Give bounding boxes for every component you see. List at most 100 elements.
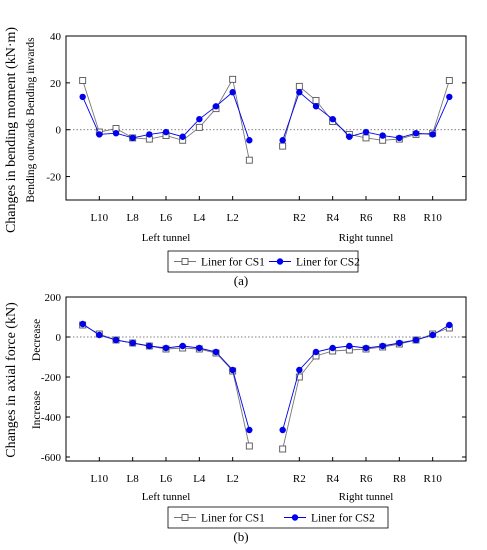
y-tick-label: -600 bbox=[41, 452, 62, 464]
data-point-circle bbox=[446, 93, 453, 101]
data-point-circle bbox=[112, 130, 120, 137]
x-tick-label: R4 bbox=[326, 473, 339, 485]
series-cs1 bbox=[79, 75, 453, 164]
series-line bbox=[82, 324, 250, 447]
group-label: Right tunnel bbox=[339, 232, 394, 244]
data-point-circle bbox=[296, 89, 303, 96]
legend-label: Liner for CS2 bbox=[296, 257, 360, 269]
data-point-circle bbox=[362, 344, 370, 352]
legend: Liner for CS1 Liner for CS2 bbox=[167, 250, 360, 273]
data-point-square bbox=[279, 142, 287, 150]
series-line bbox=[282, 324, 450, 431]
data-point-circle bbox=[246, 426, 253, 434]
y-tick-label: 40 bbox=[50, 31, 62, 43]
x-tick-label: R8 bbox=[393, 473, 406, 485]
data-point-circle bbox=[362, 128, 370, 136]
data-point-circle bbox=[279, 426, 286, 434]
y-axis-subtitle: Bending outwards Bending inwards bbox=[25, 37, 37, 203]
data-point-circle bbox=[129, 339, 136, 347]
series-cs1 bbox=[79, 321, 453, 453]
data-point-circle bbox=[246, 137, 253, 144]
legend: Liner for CS1 Liner for CS2 bbox=[167, 506, 389, 529]
data-point-circle bbox=[96, 131, 103, 138]
data-point-square bbox=[295, 373, 303, 381]
data-point-circle bbox=[312, 348, 320, 356]
x-tick-label: R10 bbox=[423, 473, 442, 485]
data-point-circle bbox=[346, 342, 353, 350]
y-axis-decrease-label: Decrease bbox=[31, 319, 43, 361]
y-axis-increase-label: Increase bbox=[31, 391, 43, 429]
data-point-circle bbox=[279, 137, 286, 144]
data-point-circle bbox=[329, 344, 336, 352]
y-tick-label: 0 bbox=[56, 125, 62, 137]
legend-box bbox=[167, 250, 359, 273]
x-tick-label: L8 bbox=[127, 473, 140, 485]
legend-marker-circle bbox=[276, 258, 284, 265]
data-point-square bbox=[312, 96, 320, 104]
group-label: Right tunnel bbox=[339, 491, 394, 503]
x-tick-label: R4 bbox=[326, 212, 339, 224]
x-tick-label: L2 bbox=[227, 473, 239, 485]
y-axis-title: Changes in axial force (kN) bbox=[4, 302, 19, 458]
data-point-circle bbox=[429, 331, 436, 339]
x-tick-label: R8 bbox=[393, 212, 406, 224]
x-tick-label: L4 bbox=[193, 212, 206, 224]
legend-marker-square bbox=[181, 258, 189, 265]
x-tick-label: L6 bbox=[160, 212, 173, 224]
x-tick-label: L10 bbox=[90, 473, 108, 485]
data-point-circle bbox=[179, 133, 186, 140]
data-point-circle bbox=[162, 128, 170, 136]
group-label: Left tunnel bbox=[142, 491, 191, 503]
x-tick-label: L2 bbox=[227, 212, 239, 224]
series-cs2 bbox=[79, 89, 453, 144]
data-point-circle bbox=[196, 115, 203, 123]
plot-frame bbox=[65, 35, 467, 201]
data-point-square bbox=[245, 156, 253, 164]
x-tick-label: R6 bbox=[360, 473, 373, 485]
data-point-circle bbox=[312, 103, 320, 110]
y-tick-label: -20 bbox=[46, 172, 61, 184]
data-point-square bbox=[79, 77, 87, 84]
data-point-square bbox=[195, 123, 203, 131]
data-point-circle bbox=[412, 336, 420, 344]
chart-panel-1: -20 0 20 40 L10 L8 L6 L4 L2 R2 R4 R6 R8 R10 Left tunne… bbox=[4, 27, 467, 288]
data-point-circle bbox=[429, 131, 436, 138]
y-tick-label: 200 bbox=[45, 292, 62, 304]
x-tick-label: R10 bbox=[423, 212, 442, 224]
data-point-square bbox=[362, 134, 370, 142]
legend-label: Liner for CS1 bbox=[201, 513, 265, 525]
data-point-square bbox=[295, 82, 303, 90]
legend-label: Liner for CS2 bbox=[311, 513, 375, 525]
group-label: Left tunnel bbox=[142, 232, 191, 244]
data-point-circle bbox=[146, 342, 153, 350]
x-tick-label: L10 bbox=[90, 212, 108, 224]
data-point-circle bbox=[229, 89, 236, 96]
data-point-circle bbox=[412, 130, 420, 137]
data-point-circle bbox=[129, 134, 136, 142]
data-point-circle bbox=[79, 93, 86, 101]
x-tick-label: L4 bbox=[193, 473, 206, 485]
legend-box bbox=[167, 506, 389, 529]
data-point-circle bbox=[379, 132, 386, 139]
panel-label: (a) bbox=[234, 273, 248, 288]
plot-frame bbox=[65, 296, 467, 462]
y-tick-label: 20 bbox=[50, 78, 62, 90]
data-point-circle bbox=[146, 131, 153, 138]
y-axis-title: Changes in bending moment (kN·m) bbox=[4, 27, 19, 233]
data-point-circle bbox=[346, 133, 353, 140]
series-cs2 bbox=[79, 320, 453, 434]
data-point-circle bbox=[379, 342, 386, 350]
x-tick-label: R2 bbox=[293, 473, 306, 485]
data-point-circle bbox=[396, 134, 403, 142]
y-tick-label: 0 bbox=[56, 332, 62, 344]
y-tick-label: -400 bbox=[41, 412, 62, 424]
x-tick-label: L8 bbox=[127, 212, 140, 224]
y-tick-label: -200 bbox=[41, 372, 62, 384]
data-point-circle bbox=[179, 342, 186, 350]
data-point-circle bbox=[112, 336, 120, 344]
data-point-circle bbox=[446, 321, 453, 329]
chart-panel-2: -600 -400 -200 0 200 L10 L8 L6 L4 L2 R2 R4 R6 R8 R10 Le… bbox=[4, 292, 467, 544]
data-point-circle bbox=[96, 331, 103, 339]
data-point-circle bbox=[396, 339, 403, 347]
data-point-circle bbox=[196, 344, 203, 352]
